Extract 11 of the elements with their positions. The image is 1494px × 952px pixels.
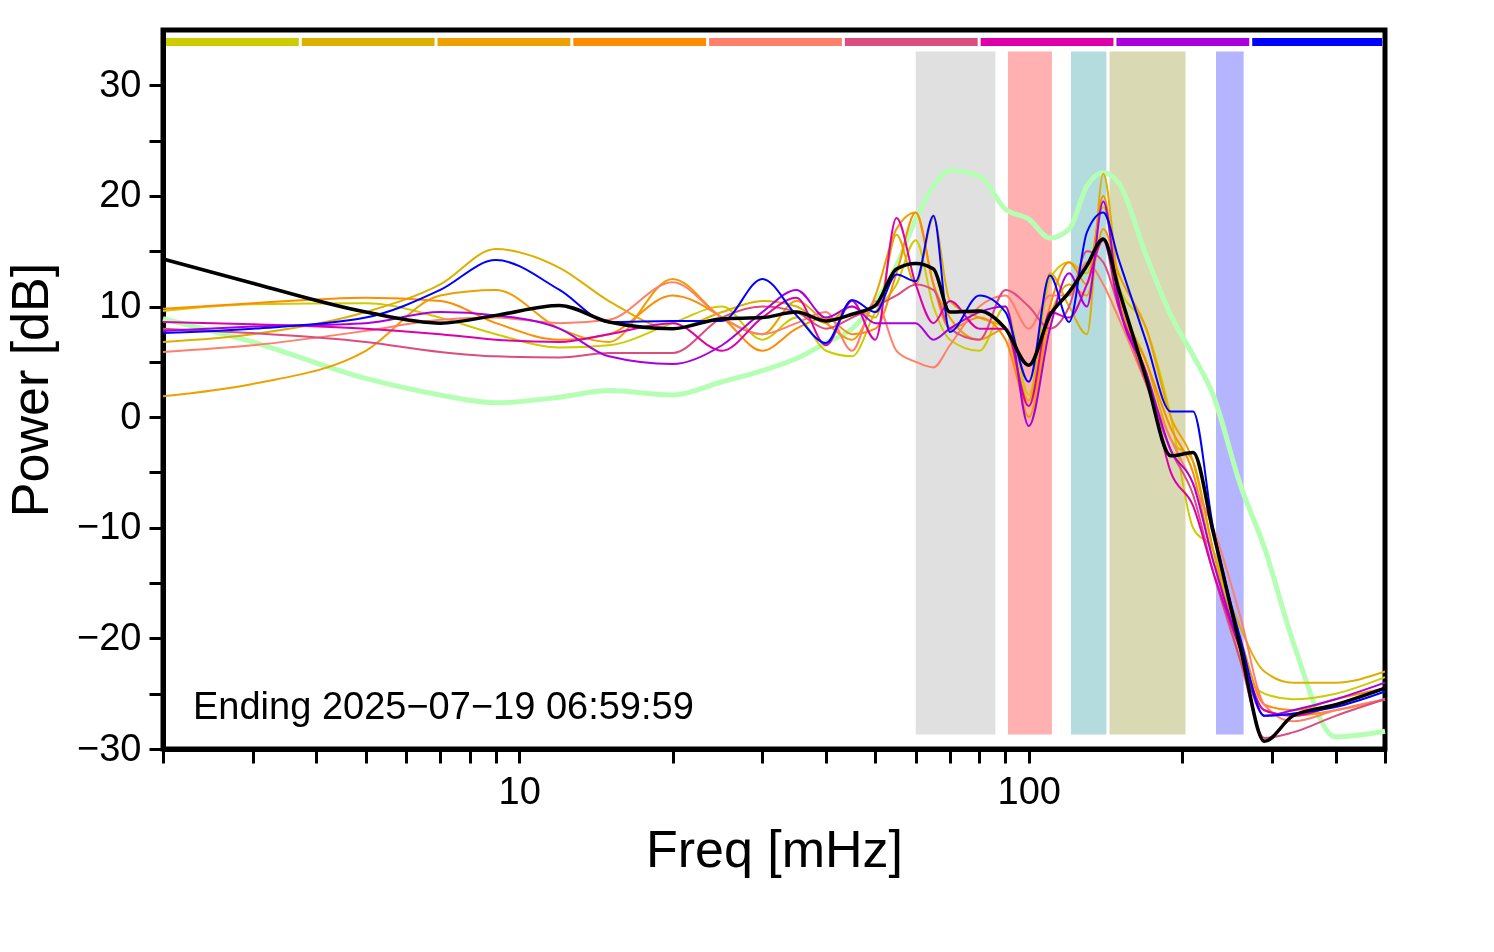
y-tick-label: 20 xyxy=(99,173,142,216)
annotation: Ending 2025−07−19 06:59:59 xyxy=(193,685,694,727)
y-tick-label: 0 xyxy=(120,394,142,437)
x-tick-label: 100 xyxy=(997,769,1062,812)
y-tick-label: −20 xyxy=(77,615,142,658)
y-axis-title: Power [dB] xyxy=(1,262,60,518)
y-tick-label: 30 xyxy=(99,62,142,105)
y-tick-label: −30 xyxy=(77,726,142,769)
y-tick-label: −10 xyxy=(77,505,142,548)
x-axis-title: Freq [mHz] xyxy=(645,819,904,878)
y-tick-label: 10 xyxy=(99,284,142,327)
